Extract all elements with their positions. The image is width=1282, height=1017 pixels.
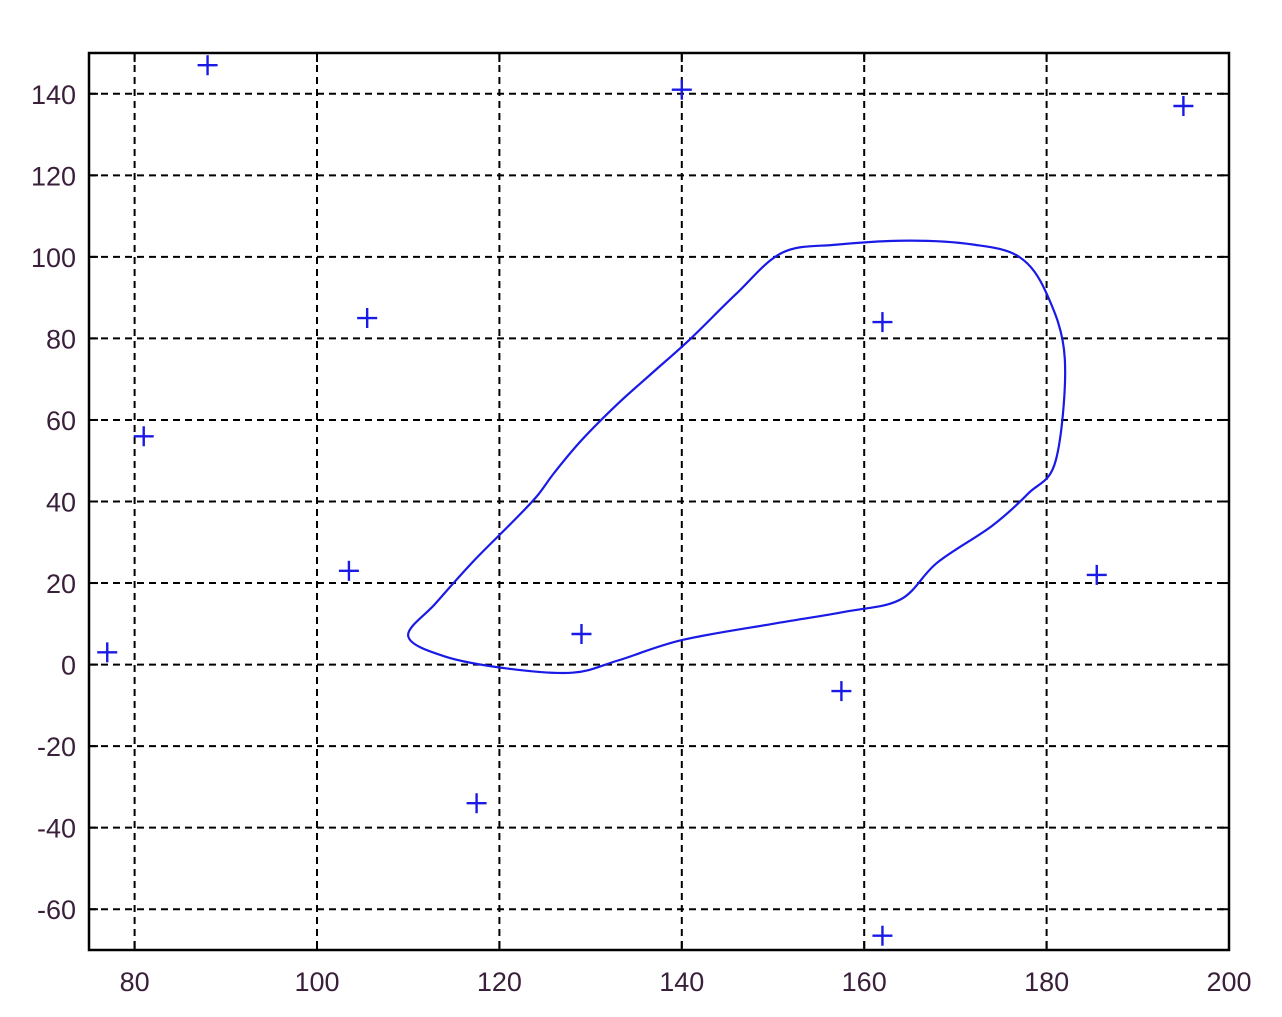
- y-tick-label: 80: [46, 324, 76, 354]
- y-tick-label: 140: [31, 80, 76, 110]
- grid: [89, 53, 1229, 950]
- data-point: [466, 793, 487, 814]
- data-point: [872, 925, 893, 946]
- y-tick-label: 0: [61, 651, 76, 681]
- y-tick-label: -40: [37, 814, 76, 844]
- data-point: [1086, 564, 1107, 585]
- tick-labels: 80 100 120 140 160 180 200 -60 -40 -20 0 20 40 60 80 10…: [31, 80, 1252, 997]
- y-tick-label: -60: [37, 895, 76, 925]
- data-point: [571, 624, 592, 645]
- y-tick-label: 100: [31, 243, 76, 273]
- x-tick-label: 120: [477, 967, 522, 997]
- data-point: [97, 642, 118, 663]
- y-tick-label: 120: [31, 161, 76, 191]
- closed-curve-line: [407, 239, 1067, 675]
- data-point: [197, 55, 218, 76]
- y-tick-label: 60: [46, 406, 76, 436]
- data-point: [671, 79, 692, 100]
- x-tick-label: 180: [1024, 967, 1069, 997]
- x-axis-title: x: [649, 1012, 660, 1017]
- data-point: [357, 308, 378, 329]
- x-tick-label: 100: [294, 967, 339, 997]
- data-point: [831, 681, 852, 702]
- axis-ticks: [89, 53, 1230, 950]
- data-point: [338, 560, 359, 581]
- x-tick-label: 140: [659, 967, 704, 997]
- data-point: [1173, 96, 1194, 117]
- data-point: [872, 312, 893, 333]
- data-point: [133, 426, 154, 447]
- x-tick-label: 160: [842, 967, 887, 997]
- point-markers: [97, 55, 1194, 946]
- x-tick-label: 200: [1206, 967, 1251, 997]
- x-tick-label: 80: [120, 967, 150, 997]
- closed-curve-series: [407, 239, 1067, 675]
- y-tick-label: -20: [37, 732, 76, 762]
- y-tick-label: 20: [46, 569, 76, 599]
- y-tick-label: 40: [46, 488, 76, 518]
